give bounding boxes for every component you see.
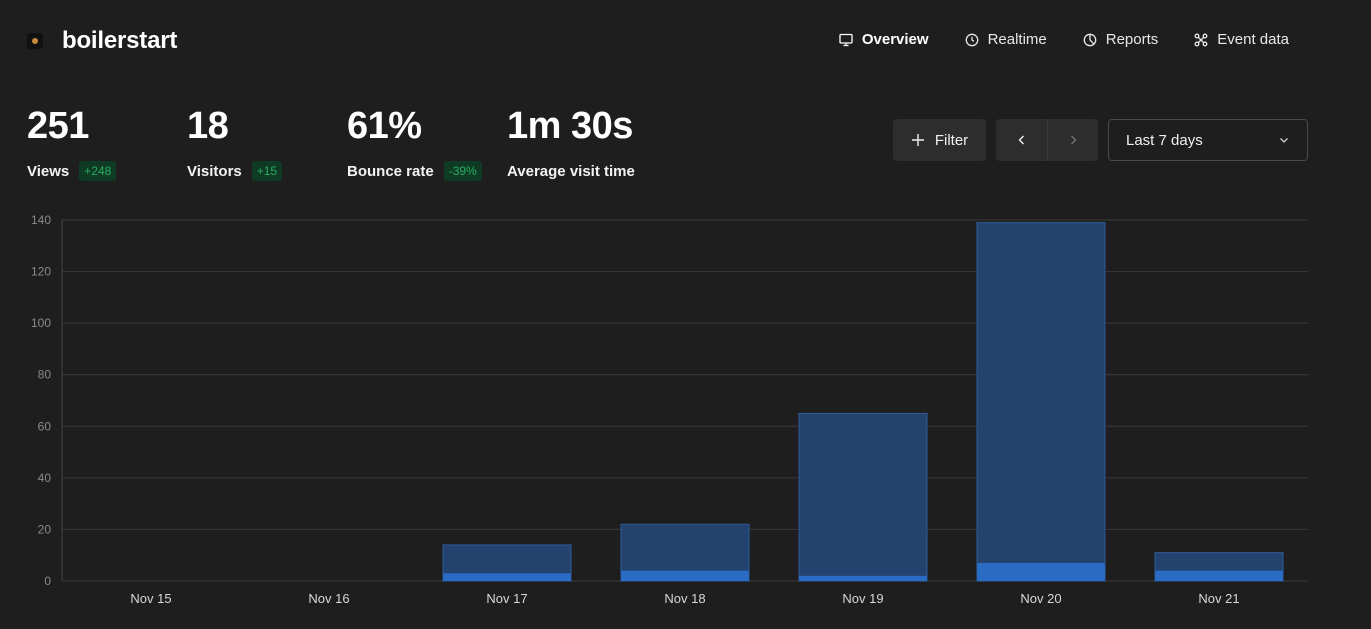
visitors-bar — [977, 562, 1105, 581]
filter-label: Filter — [934, 131, 969, 149]
x-tick-label: Nov 21 — [1198, 591, 1239, 606]
x-tick-label: Nov 17 — [486, 591, 527, 606]
previous-period-button[interactable] — [996, 119, 1047, 161]
visitors-bar — [1155, 570, 1283, 581]
metric-label: Visitors — [187, 162, 242, 180]
visitors-bar — [621, 570, 749, 581]
metric-value: 61% — [347, 105, 422, 147]
chevron-right-icon — [1067, 134, 1079, 146]
nav-event-data[interactable]: Event data — [1194, 31, 1289, 48]
y-tick-label: 20 — [38, 522, 52, 536]
metric-views: 251 Views +248 — [27, 104, 187, 181]
date-range-select[interactable]: Last 7 days — [1108, 119, 1308, 161]
y-tick-label: 40 — [38, 471, 52, 485]
nav-label: Realtime — [987, 31, 1047, 48]
clock-icon — [965, 33, 979, 47]
metric-average-visit-time: 1m 30s Average visit time — [507, 104, 707, 181]
nav-label: Overview — [861, 31, 929, 48]
metric-value: 251 — [27, 105, 89, 147]
views-bar — [976, 222, 1106, 582]
x-tick-label: Nov 19 — [842, 591, 883, 606]
views-bar — [798, 412, 928, 582]
y-tick-label: 60 — [38, 419, 52, 433]
x-tick-label: Nov 15 — [130, 591, 171, 606]
chevron-left-icon — [1016, 134, 1028, 146]
date-pager — [996, 119, 1098, 161]
monitor-icon — [839, 33, 853, 47]
pie-chart-icon — [1083, 33, 1097, 47]
change-badge: -39% — [443, 161, 482, 181]
metric-label: Average visit time — [507, 162, 635, 180]
app-name: boilerstart — [62, 27, 178, 54]
change-badge: +248 — [79, 161, 117, 181]
visitors-bar — [799, 575, 927, 581]
nav-label: Reports — [1105, 31, 1159, 48]
y-tick-label: 100 — [31, 316, 51, 330]
pageviews-chart: 0 20 40 60 80 100 120 140 Nov 15 Nov 16 Nov 17 Nov … — [31, 213, 1308, 606]
next-period-button[interactable] — [1047, 119, 1098, 161]
nav-realtime[interactable]: Realtime — [965, 31, 1047, 48]
visitors-bar — [443, 573, 571, 581]
chart-controls: Filter Last 7 days — [893, 119, 1308, 161]
main-nav: Overview Realtime Reports Event data — [839, 31, 1289, 48]
plus-icon — [911, 133, 925, 147]
y-tick-label: 0 — [44, 574, 51, 588]
nav-label: Event data — [1217, 31, 1289, 48]
nodes-icon — [1194, 33, 1208, 47]
metric-value: 1m 30s — [507, 105, 633, 147]
metric-label: Bounce rate — [347, 162, 434, 180]
metric-bounce-rate: 61% Bounce rate -39% — [347, 104, 507, 181]
metric-visitors: 18 Visitors +15 — [187, 104, 347, 181]
y-tick-label: 140 — [31, 213, 51, 227]
date-range-value: Last 7 days — [1126, 131, 1203, 149]
y-tick-label: 120 — [31, 265, 51, 279]
nav-overview[interactable]: Overview — [839, 31, 929, 48]
filter-button[interactable]: Filter — [893, 119, 986, 161]
change-badge: +15 — [251, 161, 283, 181]
chevron-down-icon — [1278, 134, 1290, 146]
x-tick-label: Nov 18 — [664, 591, 705, 606]
header: boilerstart Overview Realtime Reports Ev… — [0, 0, 1371, 82]
metric-label: Views — [27, 162, 70, 180]
x-tick-label: Nov 20 — [1020, 591, 1061, 606]
app-logo — [27, 33, 43, 49]
nav-reports[interactable]: Reports — [1083, 31, 1159, 48]
metric-value: 18 — [187, 105, 229, 147]
y-tick-label: 80 — [38, 368, 52, 382]
metrics-bar: 251 Views +248 18 Visitors +15 61% Bounc… — [27, 104, 707, 181]
x-tick-label: Nov 16 — [308, 591, 349, 606]
